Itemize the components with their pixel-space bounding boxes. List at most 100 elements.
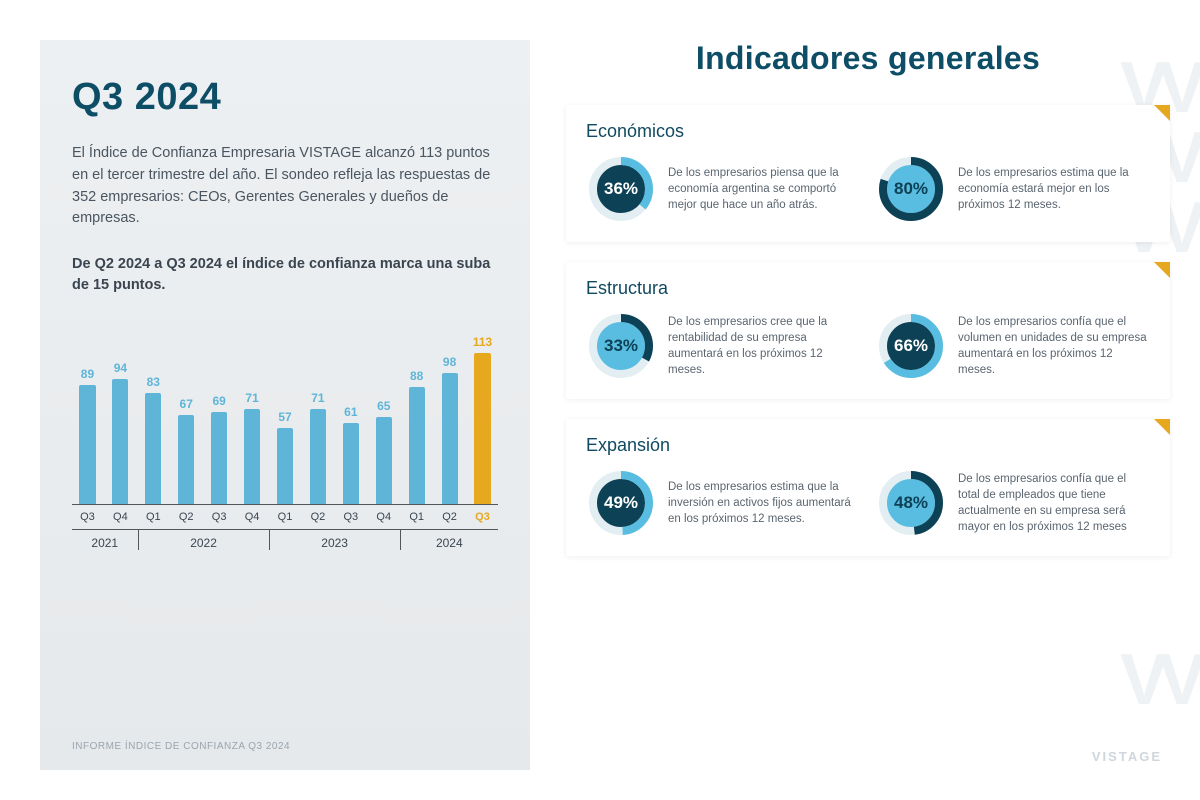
year-label: 2021 — [72, 530, 138, 550]
quarter-label: Q4 — [107, 511, 134, 523]
quarter-label: Q4 — [239, 511, 266, 523]
bar: 61 — [337, 405, 364, 504]
bar-value-label: 69 — [212, 394, 225, 408]
bar: 113 — [469, 335, 496, 504]
quarter-label: Q3 — [74, 511, 101, 523]
quarter-label: Q2 — [436, 511, 463, 523]
bar-chart: 89 94 83 67 69 71 57 71 61 65 88 98 113 Q3 Q4 Q1 Q2 Q3 Q4… — [72, 324, 498, 550]
donut-percent-label: 36% — [586, 154, 656, 224]
quarter-label: Q2 — [173, 511, 200, 523]
stat: 48%De los empresarios confía que el tota… — [876, 468, 1150, 538]
donut-percent-label: 66% — [876, 311, 946, 381]
stat: 33%De los empresarios cree que la rentab… — [586, 311, 860, 381]
bar: 94 — [107, 361, 134, 504]
bar-value-label: 83 — [147, 375, 160, 389]
bar-value-label: 71 — [245, 391, 258, 405]
bar-value-label: 71 — [311, 391, 324, 405]
card-title: Estructura — [586, 278, 1150, 299]
bar: 65 — [370, 399, 397, 504]
indicator-card: Económicos 36%De los empresarios piensa q… — [566, 105, 1170, 242]
donut-percent-label: 49% — [586, 468, 656, 538]
card-corner-icon — [1154, 262, 1170, 278]
stat: 66%De los empresarios confía que el volu… — [876, 311, 1150, 381]
donut-percent-label: 33% — [586, 311, 656, 381]
indicator-card: Expansión 49%De los empresarios estima qu… — [566, 419, 1170, 556]
bar-rect — [376, 417, 392, 504]
stat: 36%De los empresarios piensa que la econ… — [586, 154, 860, 224]
bar-rect — [409, 387, 425, 504]
bar: 89 — [74, 367, 101, 504]
bar-rect — [343, 423, 359, 504]
stat-text: De los empresarios confía que el total d… — [958, 471, 1150, 535]
card-title: Económicos — [586, 121, 1150, 142]
bar-rect — [474, 353, 490, 504]
donut-chart: 66% — [876, 311, 946, 381]
bar: 71 — [239, 391, 266, 504]
left-highlight: De Q2 2024 a Q3 2024 el índice de confia… — [72, 254, 498, 296]
right-title: Indicadores generales — [566, 40, 1170, 77]
stat: 49%De los empresarios estima que la inve… — [586, 468, 860, 538]
stat-text: De los empresarios estima que la inversi… — [668, 479, 860, 527]
quarter-label: Q3 — [469, 511, 496, 523]
bar-value-label: 94 — [114, 361, 127, 375]
quarter-label: Q1 — [272, 511, 299, 523]
bar: 98 — [436, 355, 463, 504]
bar-rect — [211, 412, 227, 504]
bar-value-label: 98 — [443, 355, 456, 369]
bar: 57 — [272, 410, 299, 504]
bar-value-label: 57 — [278, 410, 291, 424]
left-paragraph: El Índice de Confianza Empresaria VISTAG… — [72, 143, 498, 230]
stat: 80%De los empresarios estima que la econ… — [876, 154, 1150, 224]
quarter-label: Q1 — [403, 511, 430, 523]
year-label: 2024 — [400, 530, 498, 550]
stat-text: De los empresarios estima que la economí… — [958, 165, 1150, 213]
left-title: Q3 2024 — [72, 76, 498, 119]
donut-percent-label: 80% — [876, 154, 946, 224]
donut-chart: 49% — [586, 468, 656, 538]
donut-chart: 36% — [586, 154, 656, 224]
bar-value-label: 61 — [344, 405, 357, 419]
donut-chart: 48% — [876, 468, 946, 538]
bar-value-label: 67 — [180, 397, 193, 411]
bar-value-label: 113 — [473, 335, 492, 349]
bar: 88 — [403, 369, 430, 504]
donut-chart: 33% — [586, 311, 656, 381]
bar: 67 — [173, 397, 200, 504]
bar: 83 — [140, 375, 167, 504]
card-title: Expansión — [586, 435, 1150, 456]
donut-percent-label: 48% — [876, 468, 946, 538]
card-corner-icon — [1154, 105, 1170, 121]
card-row: 33%De los empresarios cree que la rentab… — [586, 311, 1150, 381]
bar-value-label: 88 — [410, 369, 423, 383]
bar: 71 — [304, 391, 331, 504]
bar-rect — [442, 373, 458, 504]
stat-text: De los empresarios cree que la rentabili… — [668, 314, 860, 378]
card-corner-icon — [1154, 419, 1170, 435]
donut-chart: 80% — [876, 154, 946, 224]
left-panel: Q3 2024 El Índice de Confianza Empresari… — [40, 40, 530, 770]
stat-text: De los empresarios piensa que la economí… — [668, 165, 860, 213]
bar: 69 — [206, 394, 233, 504]
bar-value-label: 89 — [81, 367, 94, 381]
bar-rect — [178, 415, 194, 504]
card-row: 49%De los empresarios estima que la inve… — [586, 468, 1150, 538]
year-label: 2022 — [138, 530, 269, 550]
brand-label: VISTAGE — [1092, 749, 1162, 764]
bar-rect — [277, 428, 293, 504]
bar-rect — [79, 385, 95, 504]
footer-note: INFORME ÍNDICE DE CONFIANZA Q3 2024 — [72, 741, 290, 752]
cards-container: Económicos 36%De los empresarios piensa q… — [566, 105, 1170, 556]
right-panel: VV VV VV VV Indicadores generales Económ… — [530, 40, 1170, 770]
page: Q3 2024 El Índice de Confianza Empresari… — [0, 0, 1200, 800]
year-labels-row: 2021202220232024 — [72, 529, 498, 550]
quarter-label: Q2 — [304, 511, 331, 523]
bar-rect — [145, 393, 161, 504]
bar-rect — [310, 409, 326, 504]
bar-value-label: 65 — [377, 399, 390, 413]
brand-watermark-icon: VV — [1120, 652, 1196, 710]
quarter-label: Q3 — [337, 511, 364, 523]
bar-rect — [112, 379, 128, 504]
bar-rect — [244, 409, 260, 504]
quarter-labels-row: Q3Q4Q1Q2Q3Q4Q1Q2Q3Q4Q1Q2Q3 — [72, 504, 498, 529]
card-row: 36%De los empresarios piensa que la econ… — [586, 154, 1150, 224]
